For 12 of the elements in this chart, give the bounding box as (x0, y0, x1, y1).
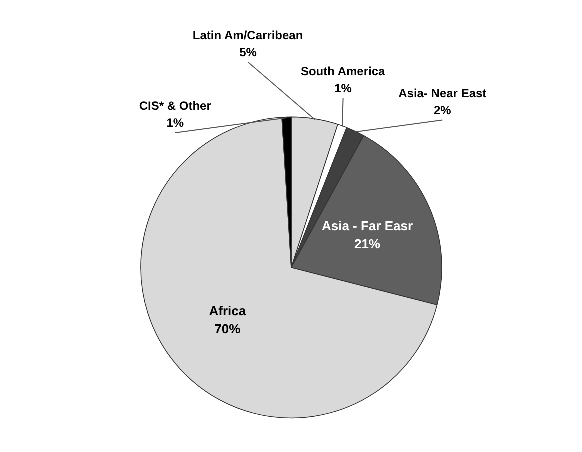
data-label: 70% (214, 322, 242, 337)
data-label: 1% (166, 116, 184, 130)
slice-label: Latin Am/Carribean (192, 28, 304, 43)
slice-label: Africa (209, 304, 247, 319)
data-label: 21% (354, 236, 381, 252)
data-label: 2% (434, 103, 452, 118)
slice-label: CIS* & Other (139, 99, 212, 114)
data-label: 5% (240, 45, 258, 60)
data-label: 1% (334, 81, 352, 96)
slice-label: Asia- Near East (398, 86, 487, 100)
slice-label: Asia - Far Easr (322, 218, 414, 234)
slice-label: South America (300, 64, 386, 79)
